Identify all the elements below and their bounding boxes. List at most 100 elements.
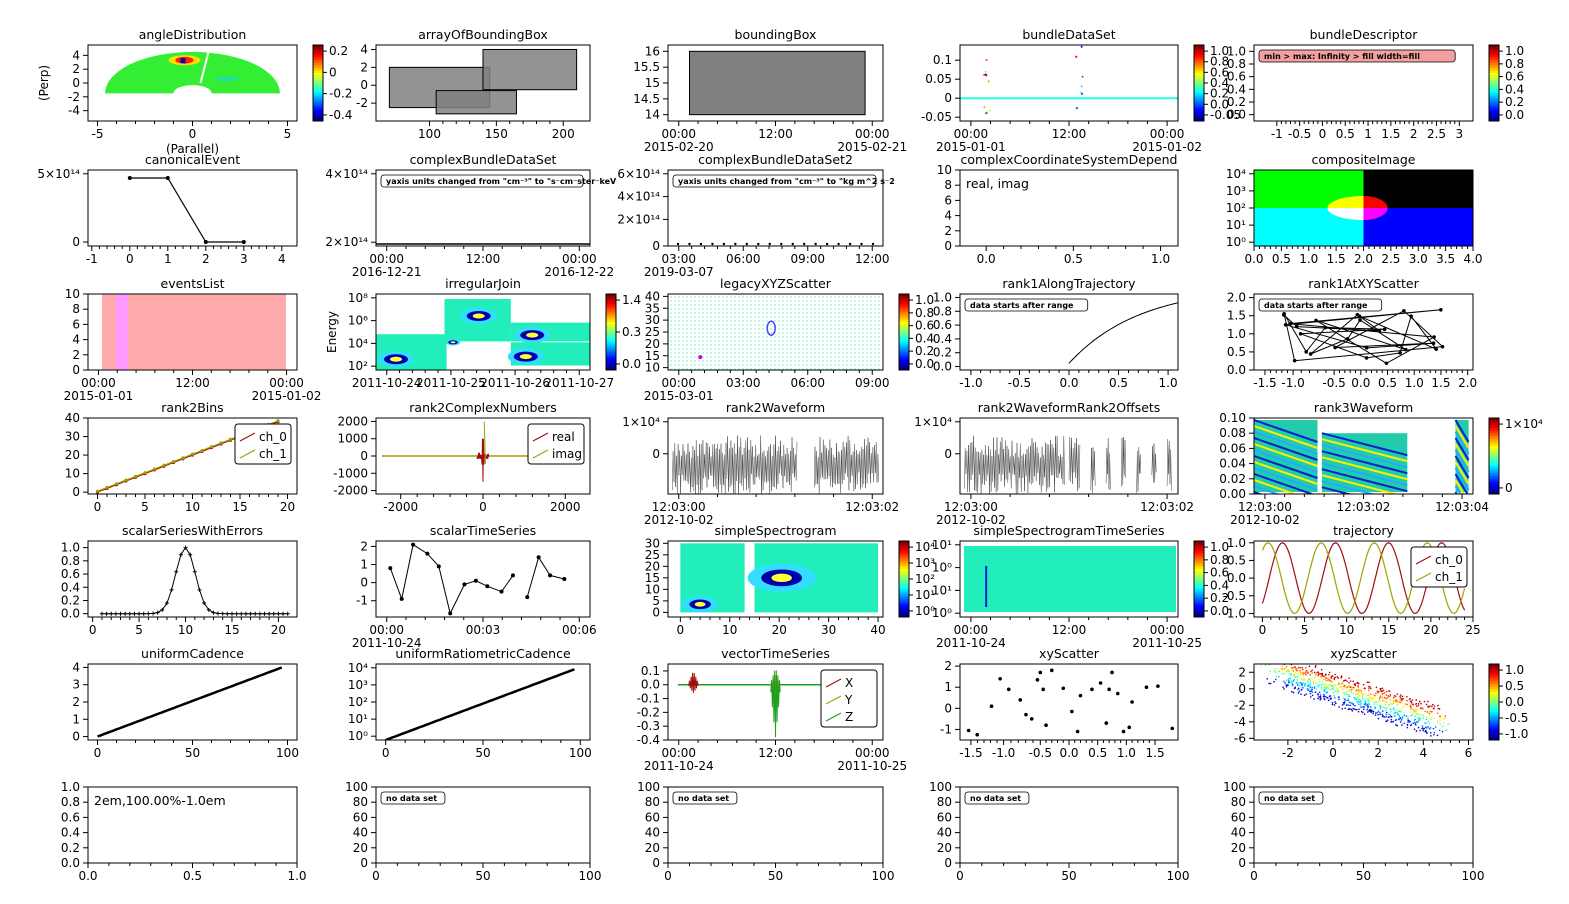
plot-body <box>966 668 1175 737</box>
scatter-point <box>1309 686 1312 688</box>
series-line <box>770 670 781 738</box>
x-tick-label: 15 <box>1381 623 1396 637</box>
scatter-point <box>1336 676 1338 678</box>
plot-body <box>672 435 879 494</box>
x-tick-label: 00:00 <box>1150 623 1185 637</box>
data-point <box>155 610 160 615</box>
scatter-point <box>1317 685 1319 687</box>
y-tick-label: 20 <box>1231 841 1246 855</box>
scatter-point <box>1348 694 1350 697</box>
scatter-point <box>694 312 696 314</box>
scatter-point <box>1291 690 1293 693</box>
x-tick-label: 10 <box>178 623 193 637</box>
scatter-point <box>826 368 828 370</box>
scatter-point <box>1444 715 1447 717</box>
scatter-point <box>710 348 712 350</box>
waveform-stripe <box>1254 419 1318 443</box>
waveform-stripe <box>1254 455 1318 479</box>
y-tick-label: -4 <box>1234 715 1246 729</box>
scatter-point <box>778 312 780 314</box>
scatter-point <box>874 296 876 298</box>
plot-body <box>680 543 879 613</box>
y-tick-label: 0.8 <box>61 554 80 568</box>
message-box <box>672 174 877 188</box>
scatter-point <box>794 364 796 366</box>
x-tick-label: 0 <box>1319 127 1327 141</box>
colorbar-cell <box>1194 601 1204 605</box>
scatter-point <box>846 300 848 302</box>
scatter-point <box>698 364 700 366</box>
scatter-point <box>674 316 676 318</box>
scatter-point <box>698 368 700 370</box>
scatter-point <box>1391 703 1393 706</box>
data-point <box>197 587 202 592</box>
scatter-point <box>1288 672 1291 675</box>
colorbar-cell <box>1489 103 1499 107</box>
scatter-point <box>1389 702 1392 704</box>
data-point <box>239 611 244 616</box>
colorbar-tick-label: 0.0 <box>1505 108 1524 122</box>
scatter-point <box>1286 660 1288 662</box>
scatter-point <box>834 352 836 354</box>
scatter-point <box>1429 727 1432 729</box>
data-point <box>95 489 100 493</box>
x-tick-label: 00:06 <box>562 623 597 637</box>
scatter-point <box>842 368 844 370</box>
scatter-point <box>842 348 844 350</box>
scatter-point <box>746 332 748 334</box>
chart-title: angleDistribution <box>139 27 247 42</box>
scatter-point <box>1343 693 1346 696</box>
scatter-point <box>874 324 876 326</box>
colorbar-tick-label: 0.0 <box>1210 97 1229 111</box>
scatter-point <box>746 296 748 298</box>
x-tick-label: 2 <box>1374 746 1382 760</box>
x-tick-label: 00:00 <box>1150 127 1185 141</box>
scatter-point <box>746 336 748 338</box>
chart-title: rank2ComplexNumbers <box>409 400 556 415</box>
scatter-point <box>850 312 852 314</box>
y-tick-label: 20 <box>937 841 952 855</box>
colorbar-cell <box>1489 72 1499 76</box>
data-point <box>220 611 225 616</box>
scatter-point <box>830 300 832 302</box>
scatter-point <box>778 368 780 370</box>
scatter-point <box>878 316 880 318</box>
scatter-point <box>794 360 796 362</box>
scatter-point <box>1274 655 1276 657</box>
scatter-point <box>1393 708 1395 711</box>
scatter-point <box>690 296 692 298</box>
scatter-point <box>1370 693 1372 696</box>
scatter-point <box>850 324 852 326</box>
y-tick-label: 40 <box>65 411 80 425</box>
scatter-point <box>710 312 712 314</box>
scatter-point <box>1317 671 1319 673</box>
scatter-point <box>1400 697 1403 700</box>
scatter-point <box>1363 713 1366 715</box>
colorbar-tick-label: 0.4 <box>1210 578 1229 592</box>
colorbar-cell <box>1489 696 1499 700</box>
x-tick-label: 0.5 <box>1064 252 1083 266</box>
scatter-point <box>1427 720 1430 723</box>
scatter-point <box>1282 686 1284 689</box>
plot-body <box>105 51 280 94</box>
scatter-point <box>762 296 764 298</box>
y-tick-label: 10² <box>348 695 368 709</box>
message-box <box>964 298 1089 312</box>
data-point <box>1304 350 1309 354</box>
scatter-point <box>826 340 828 342</box>
scatter-point <box>806 320 808 322</box>
scatter-point <box>818 296 820 298</box>
event-bar <box>116 294 128 370</box>
waveform-stripe <box>1321 468 1408 493</box>
waveform-stripe <box>1321 480 1376 494</box>
data-point <box>525 595 530 600</box>
colorbar-cell <box>1194 83 1204 87</box>
scatter-point <box>686 356 688 358</box>
scatter-point <box>1316 672 1318 674</box>
scatter-point <box>702 316 704 318</box>
scatter-point <box>874 328 876 330</box>
scatter-point <box>702 308 704 310</box>
scatter-point <box>858 312 860 314</box>
scatter-point <box>1397 710 1400 712</box>
data-point <box>1098 681 1103 685</box>
